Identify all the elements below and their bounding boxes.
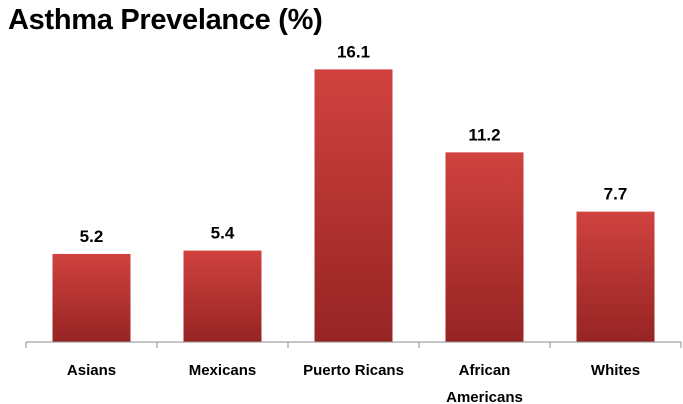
category-label: Mexicans (189, 362, 257, 379)
category-label-line: Puerto Ricans (303, 362, 404, 379)
data-label: 7.7 (604, 185, 628, 204)
category-label: Puerto Ricans (303, 362, 404, 379)
chart-title: Asthma Prevelance (%) (8, 4, 323, 36)
category-label: Asians (67, 362, 116, 379)
bar (52, 253, 131, 342)
bar (314, 69, 393, 342)
bars-group (52, 69, 655, 342)
x-axis (25, 341, 682, 348)
category-label-line: Asians (67, 362, 116, 379)
bar (183, 250, 262, 342)
category-label-line: African (459, 362, 511, 379)
data-label: 5.2 (80, 227, 104, 246)
category-label: Whites (591, 362, 640, 379)
category-label-line: Whites (591, 362, 640, 379)
category-label-line: Americans (446, 389, 523, 404)
bar (445, 152, 524, 342)
category-label: African Americans (446, 362, 523, 404)
category-label-line: Mexicans (189, 362, 257, 379)
labels-group: 5.2 Asians 5.4 Mexicans 16.1 Puerto Ricans 11.… (67, 42, 640, 404)
data-label: 11.2 (468, 125, 500, 144)
bar (576, 211, 655, 342)
data-label: 16.1 (337, 42, 370, 61)
data-label: 5.4 (211, 224, 235, 243)
